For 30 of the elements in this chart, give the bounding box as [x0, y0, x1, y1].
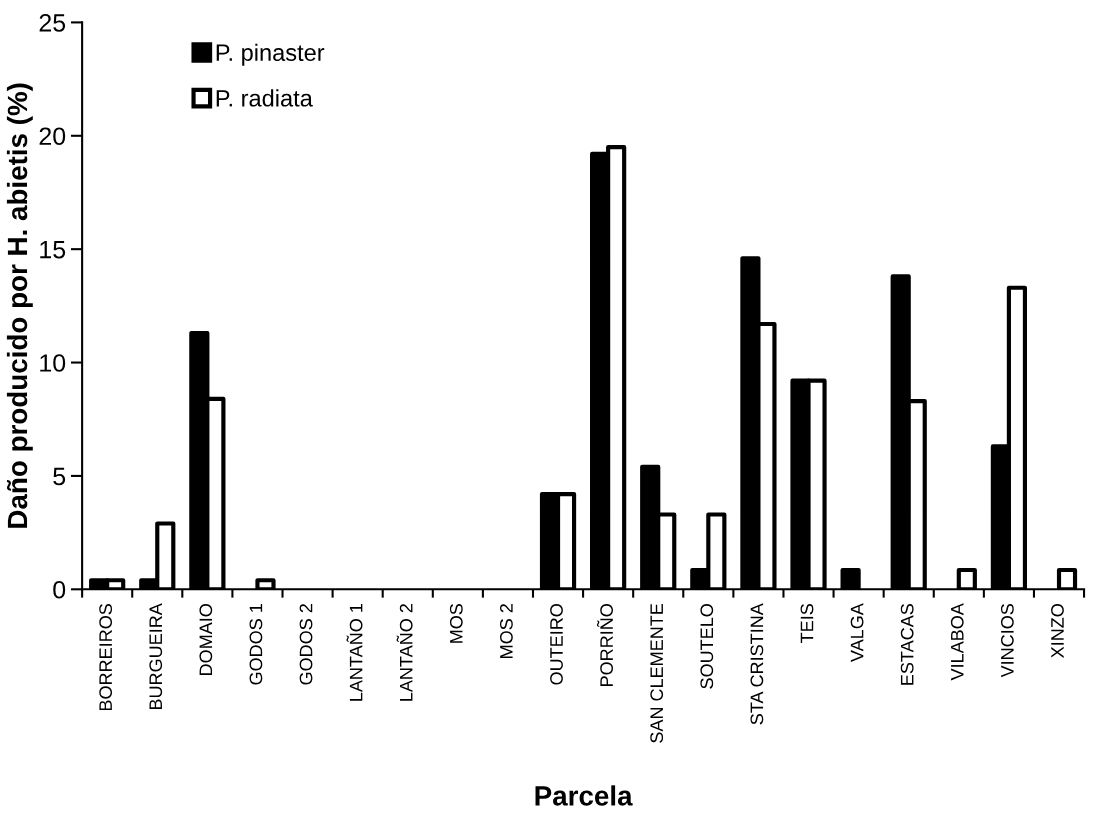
y-tick-label: 10 [40, 354, 66, 372]
legend-label: P. radiata [216, 89, 313, 107]
x-tick-label: SOUTELO [700, 604, 714, 689]
x-tick-label: TEIS [800, 604, 814, 643]
x-tick-label: OUTEIRO [550, 604, 563, 685]
x-tick-label: GODOS 2 [299, 604, 313, 685]
x-tick-label: VALGA [850, 603, 864, 662]
x-tick-label: XINZO [1051, 604, 1064, 658]
x-tick-label: DOMAIO [199, 604, 213, 675]
y-tick-label: 25 [39, 14, 66, 32]
x-tick-label: LANTAÑO 1 [346, 604, 363, 701]
y-axis-title: Daño producido por H. abietis (%) [6, 83, 33, 528]
y-tick-label: 20 [39, 127, 66, 146]
legend-label: P. pinaster [216, 43, 325, 66]
x-tick-label: SAN CLEMENTE [650, 603, 664, 743]
x-tick-label: ESTACAS [900, 604, 914, 685]
x-tick-label: BORREIROS [99, 604, 113, 711]
x-tick-label: LANTAÑO 2 [396, 604, 413, 701]
x-tick-label: BURGUEIRA [149, 603, 163, 710]
x-axis-title: Parcela [535, 785, 633, 806]
x-tick-label: PORRIÑO [596, 604, 613, 686]
y-tick-label: 15 [40, 241, 66, 259]
y-tick-label: 0 [53, 580, 66, 599]
x-tick-label: MOS 2 [500, 604, 513, 658]
x-tick-label: VINCIOS [1000, 604, 1014, 678]
x-tick-label: STA CRISTINA [750, 603, 764, 725]
x-tick-label: GODOS 1 [249, 604, 263, 685]
y-tick-label: 5 [53, 467, 66, 486]
x-tick-label: VILABOA [950, 603, 964, 681]
x-tick-label: MOS [449, 604, 463, 643]
